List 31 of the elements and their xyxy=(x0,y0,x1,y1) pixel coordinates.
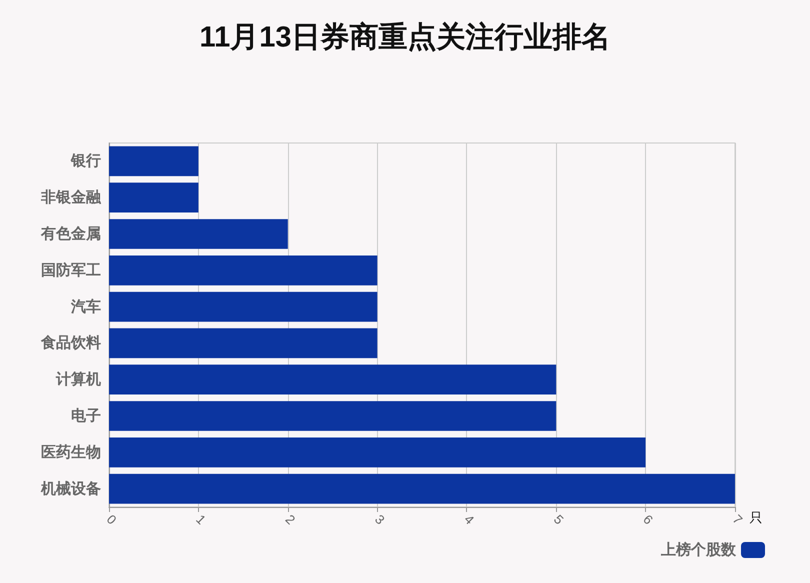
x-tick-label: 4 xyxy=(461,512,478,528)
x-tick-label: 6 xyxy=(640,512,656,528)
x-tick-label: 0 xyxy=(104,512,120,528)
y-tick-label: 有色金属 xyxy=(40,226,101,242)
x-tick-label: 2 xyxy=(282,512,298,528)
x-tick-label: 5 xyxy=(550,512,567,528)
bar xyxy=(109,146,198,176)
bar xyxy=(109,474,735,504)
bar xyxy=(109,364,556,395)
y-tick-label: 银行 xyxy=(70,152,101,170)
y-tick-label: 食品饮料 xyxy=(40,334,101,352)
x-tick-label: 1 xyxy=(193,512,209,528)
bar xyxy=(109,328,378,358)
y-tick-label: 汽车 xyxy=(70,297,101,316)
legend-label: 上榜个股数 xyxy=(660,542,737,558)
y-tick-label: 机械设备 xyxy=(40,480,101,498)
bar xyxy=(109,255,378,286)
y-tick-label: 医药生物 xyxy=(41,444,101,461)
y-tick-label: 非银金融 xyxy=(40,189,102,206)
y-tick-label: 国防军工 xyxy=(41,262,101,279)
bar xyxy=(109,292,378,322)
y-tick-label: 电子 xyxy=(71,408,101,424)
bar xyxy=(109,182,198,213)
bar xyxy=(109,219,288,249)
x-axis-title: 只 xyxy=(750,510,763,525)
x-tick-label: 7 xyxy=(730,512,746,528)
chart-title: 11月13日券商重点关注行业排名 xyxy=(200,20,610,54)
y-tick-label: 计算机 xyxy=(55,371,101,388)
bar xyxy=(109,401,556,431)
x-tick-label: 3 xyxy=(372,512,388,528)
bar xyxy=(109,437,646,468)
